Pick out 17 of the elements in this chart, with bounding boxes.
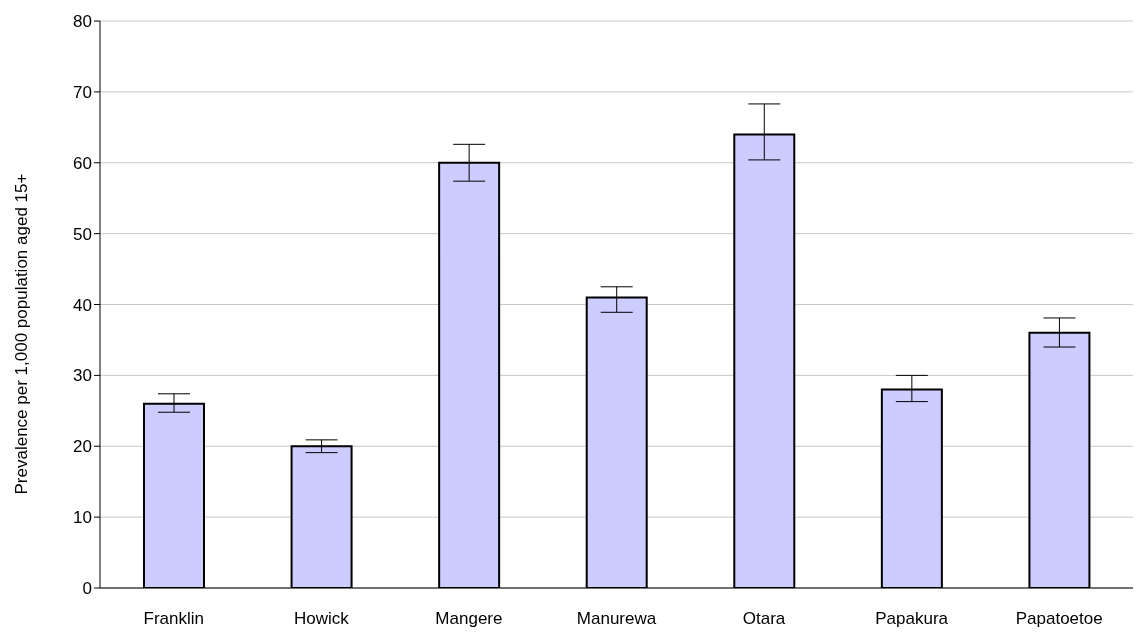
y-tick-label: 80 [73,12,92,32]
x-tick-label: Mangere [435,609,503,629]
x-tick-label: Franklin [143,609,205,629]
x-tick-label: Otara [742,609,786,629]
y-tick-label: 30 [73,366,92,386]
y-tick-label: 0 [82,579,92,599]
x-tick-label: Papatoetoe [1015,609,1103,629]
y-tick-label: 60 [73,153,92,173]
y-tick-label: 70 [73,82,92,102]
y-tick-label: 10 [73,508,92,528]
y-axis-title: Prevalence per 1,000 population aged 15+ [12,173,32,495]
x-tick-label: Manurewa [576,609,657,629]
x-tick-label: Papakura [875,609,949,629]
y-tick-label: 40 [73,295,92,315]
y-tick-label: 20 [73,437,92,457]
y-tick-label: 50 [73,224,92,244]
x-tick-label: Howick [293,609,350,629]
